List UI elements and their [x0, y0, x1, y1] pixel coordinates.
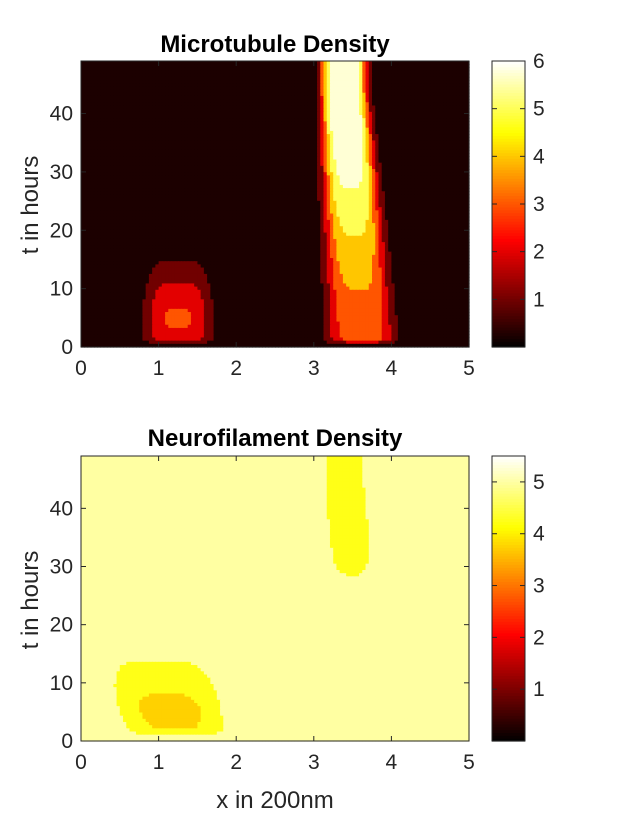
chart-1-plot-area	[81, 61, 470, 348]
contour-fill	[81, 61, 470, 348]
chart-1-title: Microtubule Density	[160, 31, 390, 58]
